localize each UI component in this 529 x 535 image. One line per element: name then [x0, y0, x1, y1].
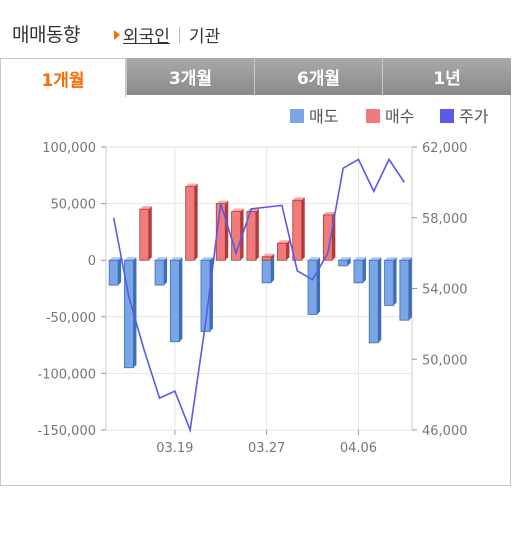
right-axis-tick-label: 62,000 [422, 141, 468, 156]
investor-selector: 외국인 기관 [114, 22, 220, 47]
sell-bar [353, 259, 364, 284]
left-axis-tick-label: 50,000 [51, 198, 97, 213]
sell-bar-side [408, 257, 412, 321]
sell-bar [338, 259, 349, 267]
sell-bar-top [399, 257, 412, 261]
sell-bar-side [179, 257, 183, 342]
section-title: 매매동향 [12, 24, 80, 46]
sell-bar [124, 259, 134, 369]
x-axis-tick-label: 03.27 [248, 441, 285, 456]
period-tabs: 1개월 3개월 6개월 1년 [0, 58, 511, 97]
buy-bar [139, 208, 150, 261]
sell-bar [154, 259, 165, 286]
sell-bar-side [118, 257, 122, 286]
left-axis-tick-label: 0 [88, 254, 96, 269]
legend-label: 매도 [309, 107, 338, 126]
sell-bar-side [362, 257, 366, 283]
sell-bar-side [271, 257, 275, 283]
legend-label: 매수 [385, 107, 414, 126]
sell-bar [200, 259, 211, 332]
tab-6-months[interactable]: 6개월 [254, 58, 382, 95]
left-axis-tick-label: -150,000 [38, 424, 96, 439]
buy-bar-side [225, 200, 229, 261]
divider [178, 26, 180, 43]
buy-bar-top [139, 206, 152, 210]
sell-bar-top [200, 257, 213, 261]
sell-bar [108, 259, 119, 286]
buy-bar [246, 211, 257, 261]
right-axis-tick-label: 50,000 [422, 353, 468, 368]
buy-bar-top [231, 208, 244, 212]
sell-bar [399, 259, 410, 321]
left-axis-tick-label: -100,000 [38, 367, 96, 382]
legend-label: 주가 [459, 107, 489, 126]
buy-bar-top [185, 183, 198, 187]
buy-bar [277, 242, 287, 261]
buy-bar-side [255, 208, 259, 261]
tab-3-months[interactable]: 3개월 [126, 58, 254, 95]
trading-trend-chart: 100,000 50,000 0 -50,000 -100,000 -150,000 62,… [38, 107, 489, 456]
left-axis-tick-label: 100,000 [42, 141, 96, 156]
sell-bar [261, 259, 272, 284]
sell-bar [368, 259, 379, 344]
sell-bar-top [369, 257, 382, 261]
sell-bar-top [338, 257, 351, 261]
buy-bar-top [246, 208, 259, 212]
right-axis-tick-label: 46,000 [422, 424, 468, 439]
sell-bar-side [347, 257, 351, 266]
buy-bar-side [301, 197, 305, 261]
buy-bar-top [216, 200, 229, 204]
legend-swatch [366, 109, 380, 123]
buy-bar-top [323, 211, 336, 215]
buy-bar-side [271, 253, 275, 261]
x-axis-tick-label: 04.06 [340, 441, 377, 456]
buy-bar [185, 186, 196, 261]
x-axis-tick-label: 03.19 [156, 441, 193, 456]
sell-bar [307, 259, 318, 315]
buy-bar-top [262, 253, 275, 257]
sell-bar-top [109, 257, 122, 261]
right-axis-tick-label: 58,000 [422, 212, 468, 227]
institution-link[interactable]: 기관 [188, 27, 221, 47]
buy-bar-top [292, 197, 305, 201]
tab-1-year[interactable]: 1년 [382, 58, 511, 95]
triangle-pointer-icon [114, 29, 120, 40]
sell-bar-top [170, 257, 183, 261]
sell-bar-side [378, 257, 382, 343]
chart-panel [0, 95, 511, 486]
sell-bar-side [317, 257, 321, 315]
sell-bar-top [308, 257, 321, 261]
sell-bar [169, 259, 180, 343]
header: 매매동향 외국인 기관 [0, 0, 529, 58]
buy-bar [292, 199, 303, 261]
sell-bar-top [124, 257, 137, 261]
sell-bar-side [164, 257, 168, 286]
sell-bar-top [384, 257, 397, 261]
left-axis-tick-label: -50,000 [46, 311, 96, 326]
buy-bar-side [286, 240, 290, 261]
buy-bar [261, 256, 272, 261]
buy-bar-side [148, 206, 152, 261]
right-axis-tick-label: 54,000 [422, 283, 468, 298]
sell-bar-top [353, 257, 366, 261]
sell-bar-side [133, 257, 137, 368]
buy-bar-top [277, 240, 290, 244]
legend-swatch [290, 109, 304, 123]
tab-1-month[interactable]: 1개월 [0, 58, 126, 97]
sell-bar-side [393, 257, 397, 306]
buy-bar [322, 214, 333, 261]
sell-bar-top [155, 257, 168, 261]
sell-bar [384, 259, 394, 306]
plot-area [105, 146, 413, 431]
price-line [112, 157, 406, 434]
legend-swatch [440, 109, 454, 123]
buy-bar-side [194, 183, 198, 261]
foreign-investor-link[interactable]: 외국인 [123, 27, 170, 47]
